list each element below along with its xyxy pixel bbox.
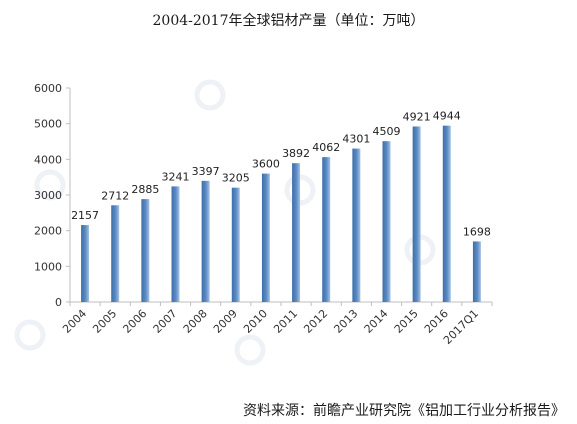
x-tick-label: 2007 [151,307,180,336]
data-label-2008: 3397 [192,165,220,178]
data-label-2009: 3205 [222,172,250,185]
x-tick-label: 2013 [331,307,360,336]
watermark-logo-icon [194,79,226,111]
x-tick-label: 2014 [362,307,391,336]
data-label-2016: 4944 [433,110,461,123]
bar-2013 [352,148,361,302]
bar-2008 [201,180,210,302]
data-label-2017Q1: 1698 [463,225,491,238]
bar-2009 [231,187,240,302]
bar-2006 [141,199,150,302]
bar-2014 [382,141,391,302]
y-tick-label: 1000 [34,260,62,273]
bar-2016 [442,125,451,302]
x-tick-label: 2004 [60,307,89,336]
data-label-2014: 4509 [373,125,401,138]
bar-2015 [412,126,421,302]
bar-2010 [261,173,270,302]
y-tick-label: 0 [55,296,62,309]
data-label-2015: 4921 [403,110,431,123]
data-label-2012: 4062 [312,141,340,154]
x-axis-ticks: 2004 2005 2006 2007 2008 2009 2010 2011 2012 2013… [60,302,493,347]
bar-2017Q1 [472,241,481,302]
bar-2012 [322,157,331,302]
data-label-2010: 3600 [252,158,280,171]
x-tick-label: 2015 [392,307,421,336]
y-tick-label: 4000 [34,153,62,166]
y-tick-label: 2000 [34,225,62,238]
bar-2007 [171,186,180,302]
data-label-2011: 3892 [282,147,310,160]
source-note: 资料来源：前瞻产业研究院《铝加工行业分析报告》 [243,403,565,419]
bar-2005 [111,205,120,302]
y-axis-ticks: 0 1000 2000 3000 4000 5000 6000 [34,82,70,309]
x-tick-label: 2011 [271,307,300,336]
data-label-2013: 4301 [342,133,370,146]
bar-2004 [81,225,90,302]
data-label-2005: 2712 [101,189,129,202]
watermark-logo-icon [14,319,46,351]
chart-title: 2004-2017年全球铝材产量（单位：万吨） [152,13,425,29]
watermark-logo-icon [234,334,266,366]
data-label-2007: 3241 [162,170,190,183]
x-tick-label: 2008 [181,307,210,336]
x-tick-label: 2005 [90,307,119,336]
data-label-2004: 2157 [71,209,99,222]
x-tick-label: 2009 [211,307,240,336]
watermark-logo-icon [34,169,66,201]
bar-2011 [292,163,301,302]
x-tick-label: 2010 [241,307,270,336]
x-tick-label: 2012 [301,307,330,336]
data-label-2006: 2885 [131,183,159,196]
bars-group [81,125,481,302]
y-tick-label: 6000 [34,82,62,95]
y-tick-label: 5000 [34,118,62,131]
x-tick-label: 2006 [120,307,149,336]
y-tick-label: 3000 [34,189,62,202]
